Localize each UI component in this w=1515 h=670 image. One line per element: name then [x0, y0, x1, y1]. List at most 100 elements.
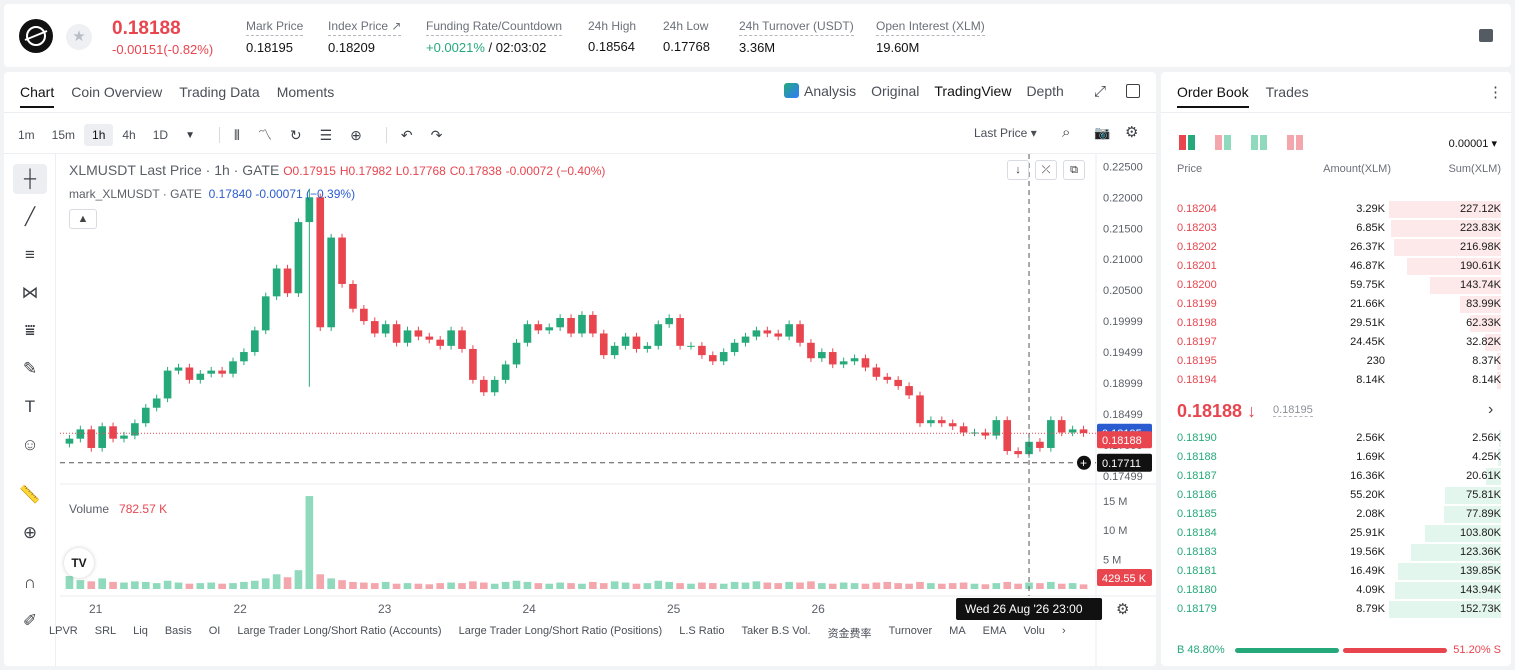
indicator-1[interactable]: SRL — [94, 625, 117, 637]
magnet-icon[interactable]: ∩ — [23, 573, 37, 592]
book-row[interactable]: 0.18180 4.09K 143.94K — [1161, 581, 1511, 600]
pencil-lock-icon[interactable]: ✐ — [22, 611, 38, 630]
notes-icon[interactable] — [1479, 29, 1493, 42]
view-original[interactable]: Original — [871, 83, 920, 99]
chevron-right-icon[interactable]: › — [1061, 625, 1066, 637]
view-depth[interactable]: Depth — [1026, 83, 1064, 99]
interval-1m[interactable]: 1m — [18, 128, 35, 142]
mode-bids-icon[interactable] — [1251, 135, 1267, 150]
chevron-down-icon[interactable]: ▼ — [185, 129, 195, 141]
view-tradingview[interactable]: TradingView — [934, 83, 1012, 99]
candle-body — [251, 330, 259, 353]
more-icon[interactable]: ⋮ — [1488, 84, 1503, 101]
text-tool-icon[interactable]: T — [24, 397, 36, 416]
book-row[interactable]: 0.18183 19.56K 123.36K — [1161, 543, 1511, 562]
book-row[interactable]: 0.18188 1.69K 4.25K — [1161, 448, 1511, 467]
indicator-6[interactable]: Large Trader Long/Short Ratio (Positions… — [458, 625, 663, 637]
indicator-13[interactable]: Volu — [1023, 625, 1045, 637]
zoom-in-icon[interactable]: ⊕ — [22, 523, 38, 542]
book-row[interactable]: 0.18181 16.49K 139.85K — [1161, 562, 1511, 581]
candlestick-chart[interactable]: 0.22500 0.22000 0.21500 0.21000 0.20500 0.199… — [60, 154, 1156, 666]
indicator-3[interactable]: Basis — [164, 625, 192, 637]
stat-label[interactable]: Open Interest (XLM) — [876, 19, 985, 36]
expand-icon[interactable]: ⤢ — [1094, 83, 1107, 100]
candle-type-icon[interactable]: ⫴ — [233, 126, 240, 143]
interval-15m[interactable]: 15m — [51, 128, 76, 142]
tab-coin-overview[interactable]: Coin Overview — [71, 84, 163, 100]
book-row[interactable]: 0.18204 3.29K 227.12K — [1161, 200, 1511, 219]
mode-both-alt-icon[interactable] — [1215, 135, 1231, 150]
indicator-5[interactable]: Large Trader Long/Short Ratio (Accounts) — [237, 625, 442, 637]
horizontal-lines-icon[interactable]: ≡ — [25, 245, 35, 264]
tradingview-logo-icon[interactable]: TV — [64, 548, 94, 578]
book-row[interactable]: 0.18179 8.79K 152.73K — [1161, 600, 1511, 619]
view-analysis[interactable]: Analysis — [784, 83, 856, 99]
book-row[interactable]: 0.18198 29.51K 62.33K — [1161, 314, 1511, 333]
interval-1h[interactable]: 1h — [84, 124, 114, 146]
stat-label[interactable]: Funding Rate/Countdown — [426, 19, 563, 36]
mode-asks-icon[interactable] — [1287, 135, 1303, 150]
book-row[interactable]: 0.18194 8.14K 8.14K — [1161, 371, 1511, 390]
replay-icon[interactable]: ↻ — [289, 126, 302, 143]
book-row[interactable]: 0.18184 25.91K 103.80K — [1161, 524, 1511, 543]
book-row[interactable]: 0.18201 46.87K 190.61K — [1161, 257, 1511, 276]
book-row[interactable]: 0.18185 2.08K 77.89K — [1161, 505, 1511, 524]
collapse-pane-button[interactable]: ⤫ — [1035, 160, 1057, 180]
interval-1d[interactable]: 1D — [152, 128, 169, 142]
book-row[interactable]: 0.18202 26.37K 216.98K — [1161, 238, 1511, 257]
stat-label[interactable]: 24h Turnover (USDT) — [739, 19, 854, 36]
brush-icon[interactable]: ✎ — [22, 359, 38, 378]
ruler-icon[interactable]: 📏 — [19, 485, 41, 504]
indicator-11[interactable]: MA — [949, 625, 966, 637]
price-source-select[interactable]: Last Price ▾ — [974, 126, 1037, 140]
add-alert-icon[interactable]: ⊕ — [350, 126, 362, 143]
tab-trading-data[interactable]: Trading Data — [179, 84, 260, 100]
axis-settings-icon[interactable]: ⚙ — [1116, 601, 1130, 618]
indicator-0[interactable]: LPVR — [49, 625, 78, 637]
window-icon[interactable] — [1126, 84, 1140, 98]
book-row[interactable]: 0.18200 59.75K 143.74K — [1161, 276, 1511, 295]
fib-icon[interactable]: ⩸ — [24, 321, 36, 340]
book-row[interactable]: 0.18197 24.45K 32.82K — [1161, 333, 1511, 352]
volume-bar — [490, 583, 499, 589]
indicator-8[interactable]: Taker B.S Vol. — [741, 625, 811, 637]
emoji-icon[interactable]: ☺ — [21, 435, 39, 454]
trend-line-icon[interactable]: ╱ — [24, 207, 36, 226]
book-row[interactable]: 0.18186 55.20K 75.81K — [1161, 486, 1511, 505]
indicator-7[interactable]: L.S Ratio — [679, 625, 725, 637]
book-row[interactable]: 0.18187 16.36K 20.61K — [1161, 467, 1511, 486]
chevron-right-icon[interactable]: › — [1488, 401, 1494, 418]
indicator-10[interactable]: Turnover — [888, 625, 933, 637]
indicator-2[interactable]: Liq — [133, 625, 148, 637]
indicator-9[interactable]: 资金费率 — [827, 628, 872, 640]
pattern-icon[interactable]: ⋈ — [21, 283, 39, 302]
stat-label[interactable]: Mark Price — [246, 19, 304, 36]
book-row[interactable]: 0.18199 21.66K 83.99K — [1161, 295, 1511, 314]
scroll-down-button[interactable]: ↓ — [1007, 160, 1029, 180]
crosshair-icon[interactable]: ┼ — [13, 164, 47, 194]
indicator-12[interactable]: EMA — [982, 625, 1007, 637]
redo-icon[interactable]: ↷ — [430, 126, 443, 143]
mode-both-icon[interactable] — [1179, 135, 1195, 150]
tab-trades[interactable]: Trades — [1265, 84, 1309, 100]
collapse-legend-button[interactable]: ▲ — [69, 209, 97, 229]
precision-select[interactable]: 0.00001 ▾ — [1448, 138, 1497, 150]
tab-moments[interactable]: Moments — [276, 84, 335, 100]
maximize-pane-button[interactable]: ⧉ — [1063, 160, 1085, 180]
gear-icon[interactable]: ⚙ — [1125, 124, 1139, 141]
indicator-4[interactable]: OI — [208, 625, 221, 637]
interval-4h[interactable]: 4h — [122, 128, 136, 142]
search-icon[interactable]: ⌕ — [1062, 124, 1071, 141]
templates-icon[interactable]: ☰ — [319, 126, 333, 143]
camera-icon[interactable]: 📷 — [1094, 125, 1111, 140]
indicators-icon[interactable]: 〽 — [257, 127, 272, 143]
undo-icon[interactable]: ↶ — [400, 126, 413, 143]
book-row[interactable]: 0.18203 6.85K 223.83K — [1161, 219, 1511, 238]
tab-order-book[interactable]: Order Book — [1177, 84, 1249, 108]
favorite-star-icon[interactable]: ★ — [66, 24, 92, 50]
book-row[interactable]: 0.18190 2.56K 2.56K — [1161, 429, 1511, 448]
tab-chart[interactable]: Chart — [20, 84, 55, 108]
stat-label[interactable]: Index Price ↗ — [328, 19, 402, 36]
divider — [4, 153, 1156, 154]
book-row[interactable]: 0.18195 230 8.37K — [1161, 352, 1511, 371]
